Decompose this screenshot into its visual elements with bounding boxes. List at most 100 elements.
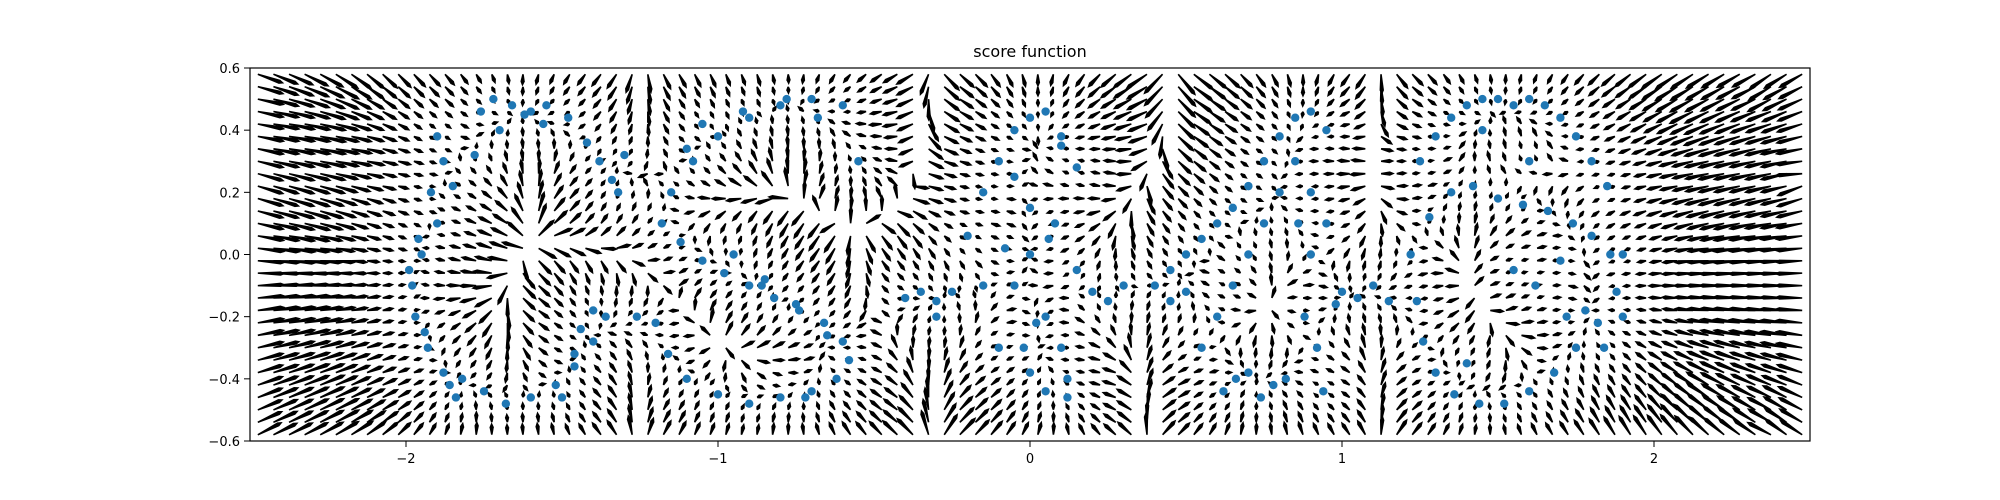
score-arrow — [1051, 400, 1056, 410]
score-arrow — [756, 359, 772, 365]
score-arrow — [1224, 359, 1235, 365]
score-arrow — [867, 122, 882, 127]
score-arrow — [421, 245, 430, 251]
score-arrow — [1285, 148, 1291, 158]
score-arrow — [419, 295, 430, 301]
score-arrow — [1113, 135, 1132, 142]
score-arrow — [1021, 74, 1027, 89]
score-arrow — [868, 98, 883, 104]
score-arrow — [1552, 343, 1563, 349]
score-arrow — [1032, 139, 1039, 150]
score-arrow — [288, 197, 316, 208]
score-arrow — [678, 377, 683, 386]
sample-point — [1219, 387, 1228, 396]
score-arrow — [538, 272, 552, 287]
score-arrow — [771, 313, 779, 324]
score-arrow — [813, 309, 820, 317]
score-arrow — [771, 411, 776, 423]
score-arrow — [1073, 222, 1085, 229]
score-arrow — [1006, 377, 1016, 386]
score-arrow — [1112, 86, 1132, 99]
score-arrow — [1123, 343, 1133, 361]
score-arrow — [1030, 246, 1038, 252]
score-arrow — [606, 73, 618, 90]
score-arrow — [1114, 159, 1132, 164]
score-arrow — [1204, 304, 1210, 311]
score-arrow — [1458, 401, 1463, 411]
score-arrow — [921, 397, 930, 423]
score-arrow — [1240, 209, 1248, 215]
score-arrow — [1659, 392, 1678, 411]
score-arrow — [436, 232, 446, 238]
score-arrow — [943, 272, 948, 283]
score-arrow — [1314, 86, 1320, 98]
score-arrow — [320, 317, 345, 324]
score-arrow — [1560, 73, 1569, 86]
score-arrow — [429, 172, 439, 177]
score-arrow — [845, 248, 852, 269]
score-arrow — [1286, 250, 1291, 261]
score-arrow — [724, 123, 730, 133]
score-arrow — [1061, 170, 1070, 175]
sample-point — [1197, 343, 1206, 352]
score-arrow — [860, 156, 867, 162]
score-arrow — [1378, 322, 1383, 336]
score-arrow — [320, 123, 348, 132]
score-arrow — [646, 187, 651, 199]
score-arrow — [881, 123, 898, 129]
score-arrow — [1673, 414, 1694, 436]
score-arrow — [709, 378, 716, 386]
score-arrow — [862, 185, 867, 199]
score-arrow — [1377, 312, 1382, 324]
score-arrow — [1349, 158, 1366, 163]
score-arrow — [1502, 125, 1507, 137]
score-arrow — [429, 148, 438, 153]
score-arrow — [739, 260, 744, 269]
score-arrow — [1396, 222, 1406, 232]
score-arrow — [626, 414, 633, 435]
score-arrow — [1177, 123, 1196, 141]
score-arrow — [382, 377, 399, 386]
score-arrow — [1115, 388, 1132, 399]
score-arrow — [1208, 235, 1215, 242]
sample-point — [1418, 337, 1428, 346]
score-arrow — [288, 340, 317, 349]
score-arrow — [1449, 248, 1460, 262]
score-arrow — [1101, 147, 1116, 152]
score-arrow — [1743, 340, 1772, 349]
score-arrow — [1729, 362, 1756, 374]
score-arrow — [1332, 313, 1337, 323]
score-arrow — [1443, 110, 1451, 116]
score-arrow — [1006, 388, 1016, 399]
score-arrow — [273, 351, 301, 361]
sample-point — [1331, 300, 1340, 309]
score-arrow — [881, 309, 891, 318]
score-arrow — [612, 148, 618, 156]
score-arrow — [320, 160, 348, 169]
score-arrow — [990, 73, 1002, 89]
score-arrow — [1487, 128, 1493, 137]
score-arrow — [600, 167, 607, 175]
score-arrow — [1501, 151, 1507, 162]
score-arrow — [865, 214, 882, 225]
score-arrow — [1561, 398, 1569, 411]
score-arrow — [1362, 285, 1367, 293]
score-arrow — [756, 111, 763, 118]
score-arrow — [1271, 285, 1277, 299]
score-arrow — [1686, 247, 1709, 254]
score-arrow — [520, 126, 525, 137]
sample-point — [433, 219, 442, 228]
score-arrow — [506, 220, 524, 237]
score-arrow — [943, 123, 961, 134]
score-arrow — [740, 291, 748, 299]
score-arrow — [465, 205, 477, 212]
score-arrow — [1410, 326, 1415, 336]
sample-point — [1306, 250, 1316, 259]
score-arrow — [413, 332, 422, 338]
score-arrow — [1390, 304, 1398, 311]
score-arrow — [1087, 342, 1101, 349]
score-arrow — [1322, 171, 1335, 177]
score-arrow — [1318, 260, 1326, 265]
score-arrow — [627, 370, 633, 386]
score-arrow — [1775, 197, 1803, 208]
